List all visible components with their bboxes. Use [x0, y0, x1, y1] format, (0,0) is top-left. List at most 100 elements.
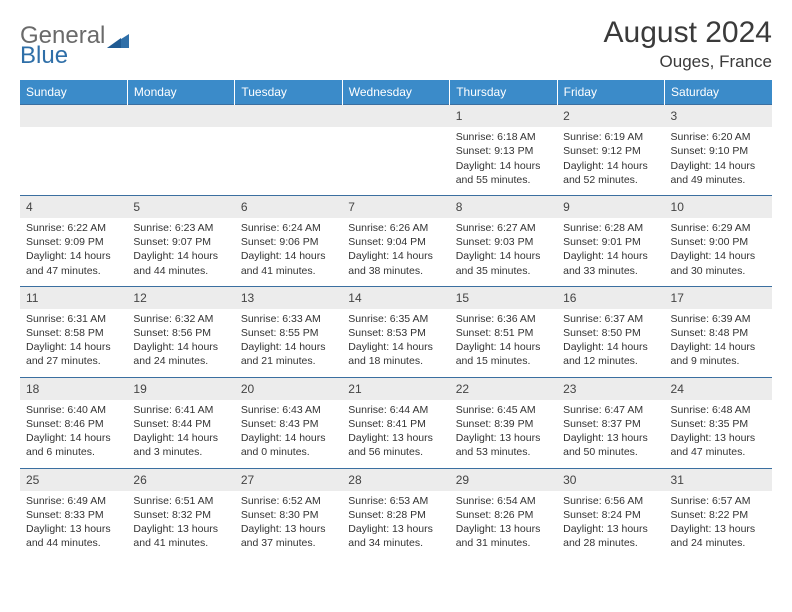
sunrise-line: Sunrise: 6:33 AM — [241, 313, 321, 325]
daylight-line: Daylight: 13 hours and 37 minutes. — [241, 523, 326, 549]
daylight-line: Daylight: 14 hours and 44 minutes. — [133, 250, 218, 276]
sunset-line: Sunset: 8:26 PM — [456, 509, 534, 521]
day-detail-cell: Sunrise: 6:54 AMSunset: 8:26 PMDaylight:… — [450, 491, 557, 559]
sunset-line: Sunset: 9:06 PM — [241, 236, 319, 248]
sunset-line: Sunset: 8:32 PM — [133, 509, 211, 521]
sunrise-line: Sunrise: 6:28 AM — [563, 222, 643, 234]
daylight-line: Daylight: 14 hours and 33 minutes. — [563, 250, 648, 276]
day-detail-cell: Sunrise: 6:40 AMSunset: 8:46 PMDaylight:… — [20, 400, 127, 468]
day-detail-cell: Sunrise: 6:28 AMSunset: 9:01 PMDaylight:… — [557, 218, 664, 286]
daylight-line: Daylight: 14 hours and 52 minutes. — [563, 160, 648, 186]
sunrise-line: Sunrise: 6:45 AM — [456, 404, 536, 416]
day-number-cell: 6 — [235, 195, 342, 218]
sunset-line: Sunset: 9:07 PM — [133, 236, 211, 248]
day-detail-cell — [127, 127, 234, 195]
daylight-line: Daylight: 14 hours and 6 minutes. — [26, 432, 111, 458]
month-title: August 2024 — [604, 16, 772, 49]
daylight-line: Daylight: 13 hours and 44 minutes. — [26, 523, 111, 549]
sunset-line: Sunset: 8:30 PM — [241, 509, 319, 521]
daylight-line: Daylight: 13 hours and 56 minutes. — [348, 432, 433, 458]
day-detail-cell: Sunrise: 6:48 AMSunset: 8:35 PMDaylight:… — [665, 400, 772, 468]
daylight-line: Daylight: 14 hours and 9 minutes. — [671, 341, 756, 367]
sunset-line: Sunset: 8:22 PM — [671, 509, 749, 521]
day-detail-row: Sunrise: 6:31 AM Sunset: 8:58 PM Daylight:… — [20, 309, 772, 377]
day-detail-cell: Sunrise: 6:29 AMSunset: 9:00 PMDaylight:… — [665, 218, 772, 286]
sunset-line: Sunset: 8:48 PM — [671, 327, 749, 339]
day-detail-cell — [342, 127, 449, 195]
day-number-cell: 14 — [342, 286, 449, 309]
sunrise-line: Sunrise: 6:36 AM — [456, 313, 536, 325]
sunrise-line: Sunrise: 6:56 AM — [563, 495, 643, 507]
daylight-line: Daylight: 14 hours and 21 minutes. — [241, 341, 326, 367]
sunrise-line: Sunrise: 6:20 AM — [671, 131, 751, 143]
sunrise-line: Sunrise: 6:26 AM — [348, 222, 428, 234]
sunset-line: Sunset: 8:43 PM — [241, 418, 319, 430]
daylight-line: Daylight: 14 hours and 3 minutes. — [133, 432, 218, 458]
day-detail-cell: Sunrise: 6:49 AMSunset: 8:33 PMDaylight:… — [20, 491, 127, 559]
sunset-line: Sunset: 8:58 PM — [26, 327, 104, 339]
day-number-cell: 2 — [557, 105, 664, 128]
day-detail-cell: Sunrise: 6:37 AMSunset: 8:50 PMDaylight:… — [557, 309, 664, 377]
day-number-cell: 24 — [665, 377, 772, 400]
sunrise-line: Sunrise: 6:27 AM — [456, 222, 536, 234]
sunset-line: Sunset: 9:04 PM — [348, 236, 426, 248]
day-number-cell: 12 — [127, 286, 234, 309]
day-detail-cell: Sunrise: 6:56 AMSunset: 8:24 PMDaylight:… — [557, 491, 664, 559]
sunset-line: Sunset: 8:55 PM — [241, 327, 319, 339]
day-number-cell: 23 — [557, 377, 664, 400]
day-number-cell: 27 — [235, 468, 342, 491]
sunrise-line: Sunrise: 6:49 AM — [26, 495, 106, 507]
day-detail-cell: Sunrise: 6:20 AMSunset: 9:10 PMDaylight:… — [665, 127, 772, 195]
day-number-cell: 15 — [450, 286, 557, 309]
day-detail-cell: Sunrise: 6:31 AMSunset: 8:58 PMDaylight:… — [20, 309, 127, 377]
brand-triangle-icon — [107, 27, 129, 45]
day-number-cell: 21 — [342, 377, 449, 400]
daylight-line: Daylight: 14 hours and 15 minutes. — [456, 341, 541, 367]
weekday-header: Tuesday — [235, 80, 342, 105]
day-detail-cell: Sunrise: 6:51 AMSunset: 8:32 PMDaylight:… — [127, 491, 234, 559]
day-number-cell: 10 — [665, 195, 772, 218]
daylight-line: Daylight: 13 hours and 34 minutes. — [348, 523, 433, 549]
day-number-row: 45678910 — [20, 195, 772, 218]
day-number-cell: 30 — [557, 468, 664, 491]
sunrise-line: Sunrise: 6:19 AM — [563, 131, 643, 143]
day-detail-cell: Sunrise: 6:24 AMSunset: 9:06 PMDaylight:… — [235, 218, 342, 286]
day-detail-row: Sunrise: 6:22 AMSunset: 9:09 PMDaylight:… — [20, 218, 772, 286]
daylight-line: Daylight: 14 hours and 30 minutes. — [671, 250, 756, 276]
daylight-line: Daylight: 13 hours and 50 minutes. — [563, 432, 648, 458]
sunrise-line: Sunrise: 6:39 AM — [671, 313, 751, 325]
weekday-header-row: SundayMondayTuesdayWednesdayThursdayFrid… — [20, 80, 772, 105]
daylight-line: Daylight: 13 hours and 41 minutes. — [133, 523, 218, 549]
day-number-cell: 26 — [127, 468, 234, 491]
sunrise-line: Sunrise: 6:54 AM — [456, 495, 536, 507]
sunrise-line: Sunrise: 6:23 AM — [133, 222, 213, 234]
day-detail-row: Sunrise: 6:40 AMSunset: 8:46 PMDaylight:… — [20, 400, 772, 468]
sunrise-line: Sunrise: 6:32 AM — [133, 313, 213, 325]
daylight-line: Daylight: 14 hours and 38 minutes. — [348, 250, 433, 276]
sunrise-line: Sunrise: 6:47 AM — [563, 404, 643, 416]
sunset-line: Sunset: 9:03 PM — [456, 236, 534, 248]
daylight-line: Daylight: 13 hours and 24 minutes. — [671, 523, 756, 549]
day-detail-cell: Sunrise: 6:47 AM Sunset: 8:37 PM Daylight:… — [557, 400, 664, 468]
sunset-line: Sunset: 8:35 PM — [671, 418, 749, 430]
daylight-line: Daylight: 14 hours and 18 minutes. — [348, 341, 433, 367]
sunrise-line: Sunrise: 6:57 AM — [671, 495, 751, 507]
day-number-cell: 11 — [20, 286, 127, 309]
sunset-line: Sunset: 8:37 PM — [563, 418, 641, 430]
day-detail-cell: Sunrise: 6:36 AMSunset: 8:51 PMDaylight:… — [450, 309, 557, 377]
day-number-row: 18192021222324 — [20, 377, 772, 400]
day-detail-cell: Sunrise: 6:18 AMSunset: 9:13 PMDaylight:… — [450, 127, 557, 195]
weekday-header: Wednesday — [342, 80, 449, 105]
sunrise-line: Sunrise: 6:31 AM — [26, 313, 106, 325]
daylight-line: Daylight: 14 hours and 55 minutes. — [456, 160, 541, 186]
sunrise-line: Sunrise: 6:43 AM — [241, 404, 321, 416]
sunset-line: Sunset: 9:13 PM — [456, 145, 534, 157]
day-detail-cell: Sunrise: 6:35 AMSunset: 8:53 PMDaylight:… — [342, 309, 449, 377]
day-number-cell: 29 — [450, 468, 557, 491]
day-number-cell: 16 — [557, 286, 664, 309]
day-number-cell: 4 — [20, 195, 127, 218]
day-number-cell — [342, 105, 449, 128]
sunrise-line: Sunrise: 6:52 AM — [241, 495, 321, 507]
day-number-cell: 17 — [665, 286, 772, 309]
sunrise-line: Sunrise: 6:37 AM — [563, 313, 643, 325]
